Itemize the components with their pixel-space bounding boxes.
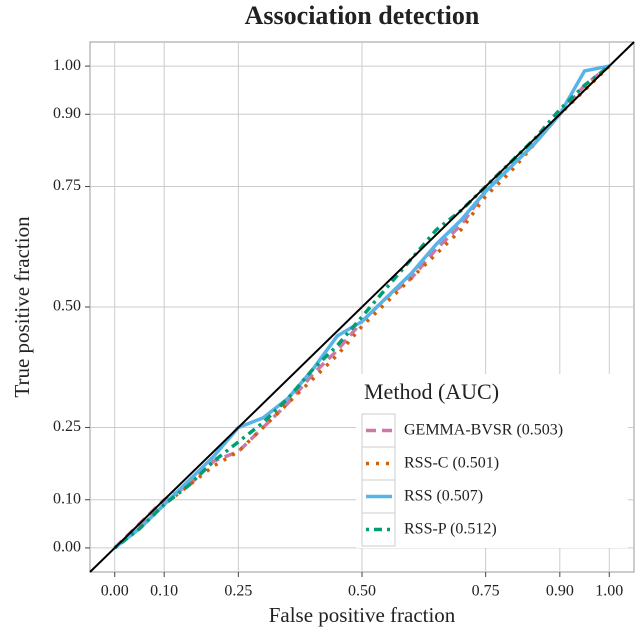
y-tick-label: 1.00	[53, 57, 81, 74]
x-tick-label: 0.00	[101, 583, 129, 600]
y-axis-label: True positive fraction	[10, 216, 34, 398]
x-tick-label: 0.50	[348, 583, 376, 600]
legend-label: GEMMA-BVSR (0.503)	[404, 422, 563, 439]
y-tick-label: 0.00	[53, 539, 81, 556]
y-tick-label: 0.25	[53, 418, 81, 435]
y-tick-label: 0.50	[53, 298, 81, 315]
x-tick-label: 0.75	[472, 583, 500, 600]
y-tick-label: 0.10	[53, 490, 81, 507]
x-axis-label: False positive fraction	[269, 603, 456, 627]
legend-label: RSS-P (0.512)	[404, 521, 497, 538]
x-tick-label: 0.25	[224, 583, 252, 600]
y-tick-label: 0.90	[53, 105, 81, 122]
legend-label: RSS (0.507)	[404, 488, 483, 505]
y-tick-label: 0.75	[53, 177, 81, 194]
legend-title: Method (AUC)	[364, 379, 499, 404]
legend-label: RSS-C (0.501)	[404, 455, 499, 472]
chart-title: Association detection	[245, 1, 480, 30]
diagonal	[89, 41, 635, 573]
x-tick-label: 0.90	[546, 583, 574, 600]
series-line	[113, 64, 610, 550]
legend-box	[356, 374, 628, 548]
legend: Method (AUC) GEMMA-BVSR (0.503) RSS-C (0.5…	[356, 374, 628, 548]
x-tick-label: 1.00	[595, 583, 623, 600]
x-tick-label: 0.10	[150, 583, 178, 600]
